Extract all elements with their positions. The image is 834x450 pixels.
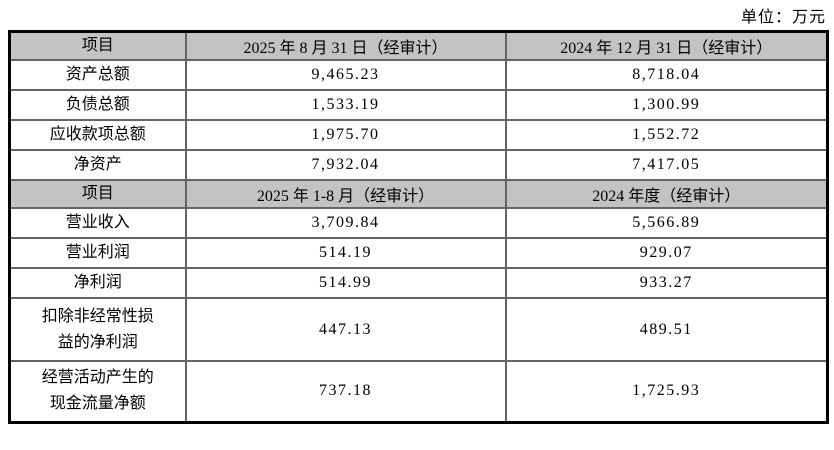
table-row-net-assets: 净资产 7,932.04 7,417.05 xyxy=(8,149,829,181)
row-value: 1,552.72 xyxy=(504,119,829,151)
row-value: 1,300.99 xyxy=(504,89,829,121)
row-label: 资产总额 xyxy=(8,59,187,91)
table-row-net-operating-cash-flow: 经营活动产生的 现金流量净额 737.18 1,725.93 xyxy=(8,360,829,423)
row-value: 447.13 xyxy=(184,297,507,362)
row-label: 扣除非经常性损 益的净利润 xyxy=(8,297,187,362)
row-value: 1,975.70 xyxy=(184,119,507,151)
row-value: 514.19 xyxy=(184,237,507,269)
table-row-net-profit: 净利润 514.99 933.27 xyxy=(8,267,829,299)
row-value: 933.27 xyxy=(504,267,829,299)
row-value: 9,465.23 xyxy=(184,59,507,91)
row-value: 929.07 xyxy=(504,237,829,269)
row-value: 514.99 xyxy=(184,267,507,299)
header-date-cell-2024-12-31: 2024 年 12 月 31 日（经审计） xyxy=(504,30,829,61)
table-row-total-assets: 资产总额 9,465.23 8,718.04 xyxy=(8,59,829,91)
financial-table: 项目 2025 年 8 月 31 日（经审计） 2024 年 12 月 31 日… xyxy=(8,30,829,424)
row-label: 营业收入 xyxy=(8,207,187,239)
row-value: 8,718.04 xyxy=(504,59,829,91)
table-row-operating-profit: 营业利润 514.19 929.07 xyxy=(8,237,829,269)
row-label: 负债总额 xyxy=(8,89,187,121)
header-item-cell: 项目 xyxy=(8,179,187,209)
row-value: 7,417.05 xyxy=(504,149,829,181)
row-label: 经营活动产生的 现金流量净额 xyxy=(8,360,187,423)
row-label: 净资产 xyxy=(8,149,187,181)
header-period-cell-2025: 2025 年 1-8 月（经审计） xyxy=(184,179,507,209)
row-label: 净利润 xyxy=(8,267,187,299)
row-value: 1,533.19 xyxy=(184,89,507,121)
header-date-cell-2025-08-31: 2025 年 8 月 31 日（经审计） xyxy=(184,30,507,61)
row-value: 489.51 xyxy=(504,297,829,362)
table-row-operating-revenue: 营业收入 3,709.84 5,566.89 xyxy=(8,207,829,239)
row-value: 3,709.84 xyxy=(184,207,507,239)
row-value: 7,932.04 xyxy=(184,149,507,181)
table-row-total-receivables: 应收款项总额 1,975.70 1,552.72 xyxy=(8,119,829,151)
row-label: 应收款项总额 xyxy=(8,119,187,151)
row-value: 5,566.89 xyxy=(504,207,829,239)
row-label: 营业利润 xyxy=(8,237,187,269)
table-row-total-liabilities: 负债总额 1,533.19 1,300.99 xyxy=(8,89,829,121)
table-row-net-profit-excl-nonrecurring: 扣除非经常性损 益的净利润 447.13 489.51 xyxy=(8,297,829,362)
row-value: 737.18 xyxy=(184,360,507,423)
header-item-cell: 项目 xyxy=(8,30,187,61)
unit-label: 单位：万元 xyxy=(740,9,826,26)
table-header-row-balance: 项目 2025 年 8 月 31 日（经审计） 2024 年 12 月 31 日… xyxy=(8,30,829,61)
table-header-row-income: 项目 2025 年 1-8 月（经审计） 2024 年度（经审计） xyxy=(8,179,829,209)
header-period-cell-2024: 2024 年度（经审计） xyxy=(504,179,829,209)
row-value: 1,725.93 xyxy=(504,360,829,423)
